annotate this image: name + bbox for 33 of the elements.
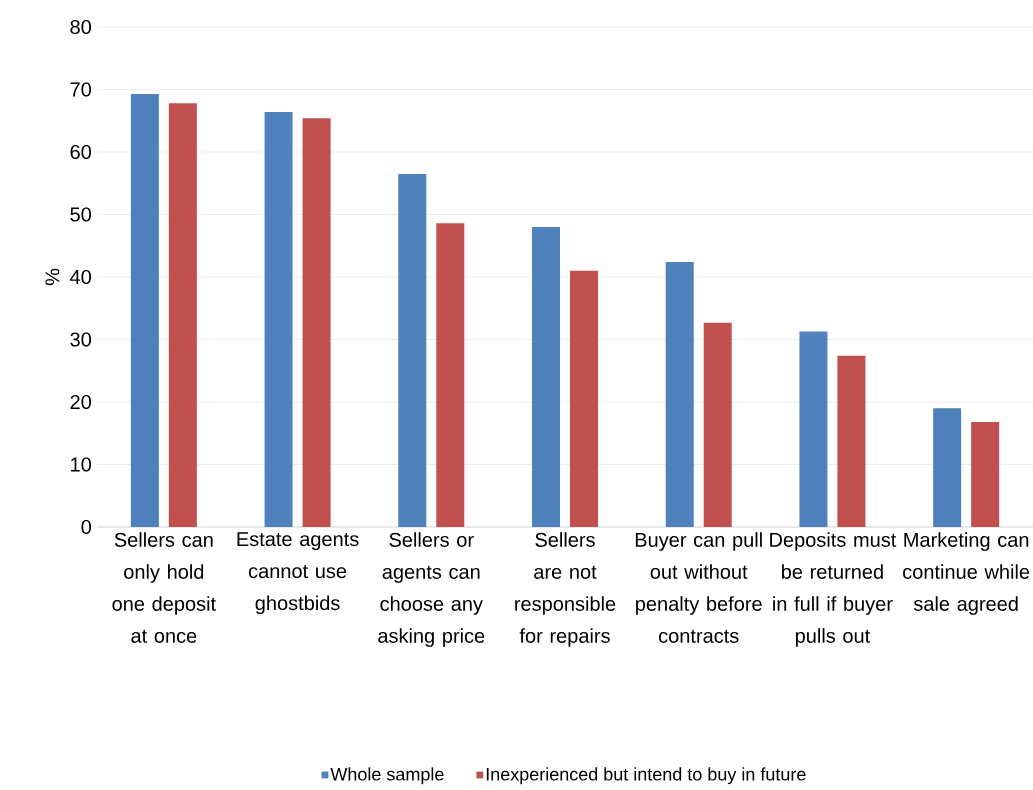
bar	[837, 355, 866, 527]
bar	[532, 227, 560, 527]
x-tick-label: Marketing can continue while sale agreed	[903, 532, 1030, 615]
bar	[933, 408, 962, 527]
x-tick-label: Deposits must be returned in full if buyer pulls out	[770, 532, 897, 647]
bar	[130, 93, 159, 527]
y-tick-label: 60	[70, 144, 92, 160]
y-tick-label: 20	[70, 394, 92, 410]
bar	[665, 262, 694, 527]
bar	[168, 103, 197, 527]
bar	[971, 422, 1000, 527]
y-tick-label: 80	[70, 19, 92, 35]
bar	[302, 118, 331, 527]
y-axis-title: %	[45, 268, 60, 286]
bar	[264, 112, 293, 527]
bar	[799, 331, 828, 527]
x-tick-label: Estate agents cannot use ghostbids	[237, 532, 359, 615]
x-tick-label: Sellers can only hold one deposit at once	[112, 532, 216, 643]
y-tick-label: 70	[70, 82, 92, 97]
bar	[398, 173, 427, 527]
x-tick-label: Buyer can pull out without penalty before contracts	[635, 532, 762, 643]
y-tick-label: 40	[70, 269, 92, 285]
y-tick-label: 50	[70, 207, 92, 222]
y-tick-label: 30	[70, 332, 92, 347]
y-tick-label: 0	[81, 519, 92, 535]
x-tick-label: Sellers or agents can choose any asking price	[378, 532, 485, 647]
legend-label: Whole sample	[330, 767, 444, 785]
bar	[703, 322, 732, 527]
legend-label: Inexperienced but intend to buy in future	[486, 767, 806, 785]
y-tick-label: 10	[71, 457, 92, 472]
x-tick-label: Sellers are not responsible for repairs	[515, 532, 616, 647]
bar	[436, 223, 465, 527]
bar	[570, 270, 598, 527]
